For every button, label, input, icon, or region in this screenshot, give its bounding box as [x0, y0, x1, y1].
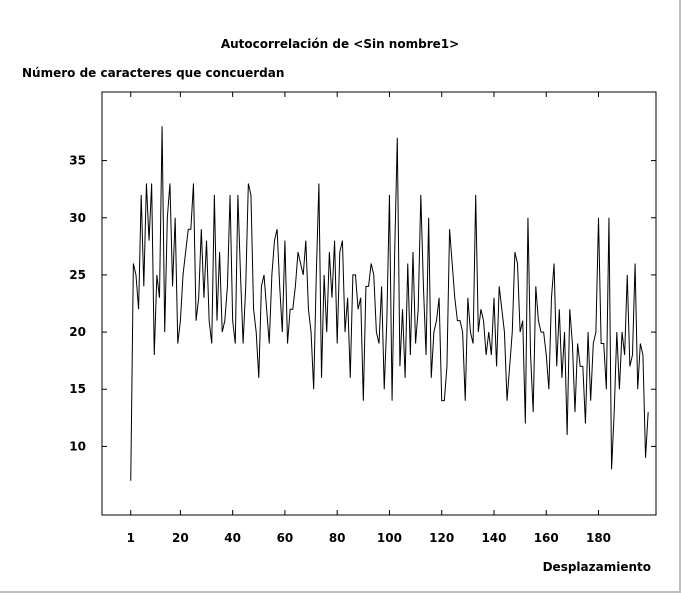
y-axis-ticks: 10 15 20 25 30 35 — [69, 154, 656, 453]
x-tick-label: 120 — [429, 531, 454, 545]
y-tick-label: 35 — [69, 154, 86, 168]
series-line — [130, 126, 649, 481]
y-tick-label: 20 — [69, 325, 86, 339]
x-tick-label: 40 — [224, 531, 241, 545]
x-axis-label: Desplazamiento — [543, 560, 651, 574]
y-axis-label: Número de caracteres que concuerdan — [22, 66, 284, 80]
y-tick-label: 25 — [69, 268, 86, 282]
x-axis-ticks: 1 20 40 60 80 100 120 140 160 180 — [127, 92, 611, 545]
x-tick-label: 140 — [481, 531, 506, 545]
x-tick-label: 160 — [534, 531, 559, 545]
x-tick-label: 80 — [329, 531, 346, 545]
x-tick-label: 20 — [172, 531, 189, 545]
x-tick-label: 1 — [127, 531, 135, 545]
x-tick-label: 60 — [277, 531, 294, 545]
y-tick-label: 15 — [69, 382, 86, 396]
y-tick-label: 10 — [69, 439, 86, 453]
plot-frame — [101, 91, 657, 516]
chart-title: Autocorrelación de <Sin nombre1> — [221, 37, 459, 51]
x-tick-label: 180 — [586, 531, 611, 545]
y-tick-label: 30 — [69, 211, 86, 225]
x-tick-label: 100 — [377, 531, 402, 545]
